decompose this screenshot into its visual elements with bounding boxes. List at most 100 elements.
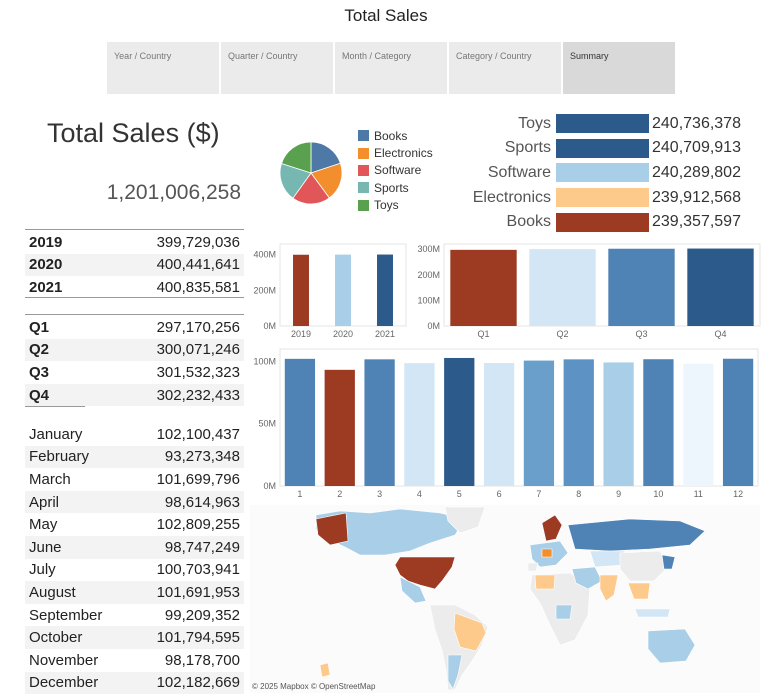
row-value: 400,441,641 bbox=[156, 256, 240, 274]
x-tick-label: Q3 bbox=[635, 329, 647, 339]
x-tick-label: 3 bbox=[377, 489, 382, 499]
pie-slice-sports[interactable] bbox=[279, 162, 312, 199]
row-label: December bbox=[29, 674, 99, 692]
table-row: January 102,100,437 bbox=[25, 423, 244, 446]
hbar-row[interactable]: Software 240,289,802 bbox=[460, 162, 760, 183]
legend-swatch bbox=[358, 164, 369, 176]
hbar[interactable] bbox=[556, 212, 649, 232]
x-tick-label: 7 bbox=[536, 489, 541, 499]
bar-5[interactable] bbox=[444, 357, 475, 486]
pie-slice-software[interactable] bbox=[292, 172, 330, 205]
bar-7[interactable] bbox=[523, 360, 555, 486]
bar-2021[interactable] bbox=[377, 254, 393, 326]
legend-swatch bbox=[358, 182, 369, 194]
bar-9[interactable] bbox=[603, 362, 634, 486]
row-label: 2021 bbox=[29, 278, 63, 296]
map-scandinavia bbox=[541, 514, 563, 542]
table-row: November 98,178,700 bbox=[25, 649, 244, 672]
legend-swatch bbox=[358, 130, 369, 142]
map-algeria bbox=[534, 574, 556, 590]
hbar[interactable] bbox=[556, 114, 649, 133]
row-label: August bbox=[29, 583, 76, 601]
bar-4[interactable] bbox=[404, 363, 435, 486]
map-mexico bbox=[399, 576, 427, 604]
legend-item[interactable]: Electronics bbox=[358, 144, 433, 161]
bar-10[interactable] bbox=[643, 359, 674, 486]
bar-2019[interactable] bbox=[293, 254, 309, 326]
x-tick-label: 9 bbox=[616, 489, 621, 499]
pie-slice-books[interactable] bbox=[310, 141, 341, 174]
hbar-label: Sports bbox=[504, 139, 551, 157]
bar-11[interactable] bbox=[683, 363, 714, 486]
legend-item[interactable]: Books bbox=[358, 127, 433, 144]
tab-quarter-country[interactable]: Quarter / Country bbox=[221, 42, 333, 94]
months-table: January 102,100,437 February 93,273,348 Marc… bbox=[25, 423, 244, 695]
row-value: 101,691,953 bbox=[156, 583, 240, 601]
legend-label: Electronics bbox=[374, 146, 433, 161]
map-australia bbox=[647, 628, 696, 664]
hbar[interactable] bbox=[556, 188, 649, 208]
tab-year-country[interactable]: Year / Country bbox=[107, 42, 219, 94]
hbar-row[interactable]: Books 239,357,597 bbox=[460, 212, 760, 233]
map-greenland bbox=[444, 506, 486, 534]
legend-swatch bbox=[358, 199, 369, 211]
pie-slice-toys[interactable] bbox=[280, 141, 312, 174]
divider bbox=[25, 297, 244, 298]
legend-label: Software bbox=[374, 163, 422, 178]
bar-q1[interactable] bbox=[450, 249, 517, 326]
hbar-label: Electronics bbox=[472, 188, 551, 206]
bar-1[interactable] bbox=[284, 358, 316, 486]
bar-q4[interactable] bbox=[687, 248, 754, 326]
bar-2[interactable] bbox=[324, 369, 355, 486]
legend-swatch bbox=[358, 147, 369, 159]
world-map[interactable] bbox=[250, 505, 760, 693]
map-new-zealand bbox=[319, 662, 331, 678]
row-value: 297,170,256 bbox=[156, 318, 240, 336]
tab-label: Year / Country bbox=[114, 51, 172, 61]
pie-slice-electronics[interactable] bbox=[310, 162, 343, 199]
y-tick-label: 200M bbox=[417, 270, 440, 280]
row-label: Q3 bbox=[29, 363, 50, 381]
row-label: June bbox=[29, 538, 62, 556]
hbar-value: 240,736,378 bbox=[652, 114, 741, 132]
x-tick-label: 11 bbox=[694, 489, 703, 499]
bar-q3[interactable] bbox=[608, 248, 675, 326]
map-east-asia bbox=[661, 554, 676, 570]
hbar-row[interactable]: Toys 240,736,378 bbox=[460, 113, 760, 134]
hbar-row[interactable]: Electronics 239,912,568 bbox=[460, 187, 760, 208]
tab-category-country[interactable]: Category / Country bbox=[449, 42, 561, 94]
hbar-row[interactable]: Sports 240,709,913 bbox=[460, 138, 760, 159]
row-label: 2019 bbox=[29, 233, 63, 251]
divider bbox=[25, 406, 85, 407]
y-tick-label: 100M bbox=[253, 356, 276, 366]
table-row: Q1 297,170,256 bbox=[25, 316, 244, 339]
x-tick-label: 12 bbox=[733, 489, 743, 499]
hbar-value: 239,357,597 bbox=[652, 213, 741, 231]
tab-summary[interactable]: Summary bbox=[563, 42, 675, 94]
hbar[interactable] bbox=[556, 163, 649, 183]
bar-8[interactable] bbox=[563, 359, 594, 486]
y-tick-label: 0M bbox=[427, 321, 440, 331]
legend-item[interactable]: Toys bbox=[358, 197, 433, 214]
y-tick-label: 300M bbox=[417, 244, 440, 254]
hbar[interactable] bbox=[556, 138, 649, 158]
table-row: Q3 301,532,323 bbox=[25, 361, 244, 384]
y-tick-label: 400M bbox=[253, 250, 276, 260]
table-row: April 98,614,963 bbox=[25, 490, 244, 514]
bar-q2[interactable] bbox=[529, 249, 596, 326]
row-value: 101,699,796 bbox=[156, 470, 240, 488]
map-usa bbox=[394, 556, 456, 590]
bar-3[interactable] bbox=[364, 359, 395, 486]
x-tick-label: Q4 bbox=[714, 329, 726, 339]
bar-6[interactable] bbox=[483, 363, 515, 486]
bar-2020[interactable] bbox=[335, 254, 351, 326]
plot-frame bbox=[443, 243, 761, 327]
legend-item[interactable]: Sports bbox=[358, 179, 433, 196]
tab-month-category[interactable]: Month / Category bbox=[335, 42, 447, 94]
row-label: November bbox=[29, 651, 99, 669]
row-label: September bbox=[29, 606, 103, 624]
legend-item[interactable]: Software bbox=[358, 162, 433, 179]
x-tick-label: 2 bbox=[337, 489, 342, 499]
bar-12[interactable] bbox=[722, 358, 754, 486]
